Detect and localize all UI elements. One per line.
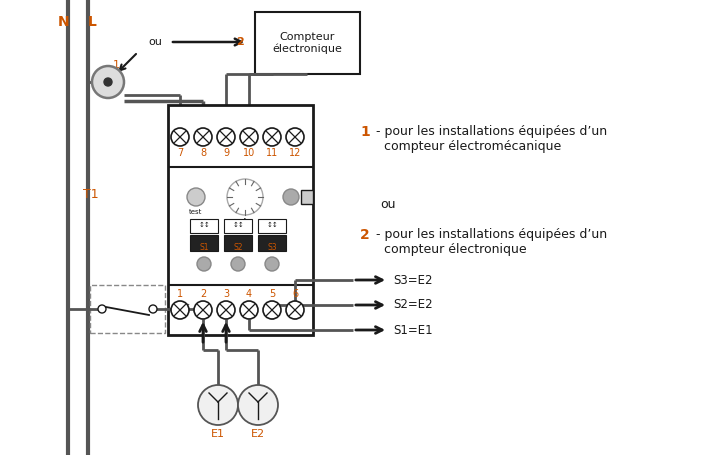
Circle shape bbox=[286, 128, 304, 146]
Bar bbox=[168, 105, 313, 335]
Text: test: test bbox=[189, 209, 203, 215]
Circle shape bbox=[197, 257, 211, 271]
Text: 12: 12 bbox=[289, 148, 301, 158]
Circle shape bbox=[240, 128, 258, 146]
Text: 1: 1 bbox=[360, 125, 370, 139]
Circle shape bbox=[92, 66, 124, 98]
Text: S2=E2: S2=E2 bbox=[393, 298, 433, 312]
Text: - pour les installations équipées d’un
   compteur électronique: - pour les installations équipées d’un c… bbox=[372, 228, 607, 256]
Text: S3=E2: S3=E2 bbox=[393, 273, 432, 287]
Text: 8: 8 bbox=[200, 148, 206, 158]
Text: 4: 4 bbox=[246, 289, 252, 299]
Text: T1: T1 bbox=[83, 188, 99, 202]
Text: 7: 7 bbox=[177, 148, 183, 158]
Bar bbox=[258, 219, 286, 233]
Circle shape bbox=[265, 257, 279, 271]
Text: S3: S3 bbox=[268, 243, 277, 252]
Text: FP: FP bbox=[234, 257, 241, 262]
Text: FP: FP bbox=[201, 257, 208, 262]
Text: Compteur
électronique: Compteur électronique bbox=[272, 32, 342, 54]
Circle shape bbox=[238, 385, 278, 425]
Text: 11: 11 bbox=[266, 148, 278, 158]
Bar bbox=[224, 235, 252, 251]
Text: E1: E1 bbox=[211, 429, 225, 439]
Text: ↕↕: ↕↕ bbox=[198, 222, 210, 228]
Text: ↕↕: ↕↕ bbox=[266, 222, 278, 228]
Bar bbox=[255, 12, 360, 74]
Text: N: N bbox=[58, 15, 70, 29]
Text: L: L bbox=[87, 15, 96, 29]
Text: 5: 5 bbox=[269, 289, 275, 299]
Text: FP: FP bbox=[268, 257, 276, 262]
Circle shape bbox=[187, 188, 205, 206]
Text: 3: 3 bbox=[223, 289, 229, 299]
Circle shape bbox=[198, 385, 238, 425]
Text: S1: S1 bbox=[199, 243, 209, 252]
Text: 2: 2 bbox=[360, 228, 370, 242]
Text: - pour les installations équipées d’un
   compteur électromécanique: - pour les installations équipées d’un c… bbox=[372, 125, 607, 153]
Circle shape bbox=[263, 128, 281, 146]
Circle shape bbox=[149, 305, 157, 313]
Circle shape bbox=[283, 189, 299, 205]
Text: ❄: ❄ bbox=[175, 300, 191, 318]
Text: 1: 1 bbox=[113, 60, 120, 70]
Text: 10: 10 bbox=[243, 148, 255, 158]
Circle shape bbox=[104, 78, 112, 86]
Text: S2: S2 bbox=[233, 243, 243, 252]
Circle shape bbox=[240, 301, 258, 319]
Bar bbox=[224, 219, 252, 233]
Bar bbox=[258, 235, 286, 251]
Circle shape bbox=[217, 128, 235, 146]
Text: 2: 2 bbox=[236, 37, 244, 47]
Text: 1: 1 bbox=[177, 289, 183, 299]
Circle shape bbox=[231, 257, 245, 271]
Bar bbox=[301, 190, 313, 204]
Circle shape bbox=[171, 128, 189, 146]
Text: ou: ou bbox=[380, 198, 396, 211]
Text: A: A bbox=[242, 218, 248, 227]
Text: 6: 6 bbox=[292, 289, 298, 299]
Bar bbox=[90, 285, 165, 333]
Circle shape bbox=[194, 301, 212, 319]
Text: 2: 2 bbox=[200, 289, 206, 299]
Circle shape bbox=[217, 301, 235, 319]
Circle shape bbox=[286, 301, 304, 319]
Circle shape bbox=[171, 301, 189, 319]
Bar bbox=[190, 235, 218, 251]
Circle shape bbox=[98, 305, 106, 313]
Text: ou: ou bbox=[148, 37, 162, 47]
Text: ↕↕: ↕↕ bbox=[232, 222, 244, 228]
Text: S1=E1: S1=E1 bbox=[393, 324, 433, 337]
Circle shape bbox=[227, 179, 263, 215]
Text: E2: E2 bbox=[251, 429, 265, 439]
Circle shape bbox=[194, 128, 212, 146]
Bar bbox=[190, 219, 218, 233]
Text: 9: 9 bbox=[223, 148, 229, 158]
Circle shape bbox=[263, 301, 281, 319]
